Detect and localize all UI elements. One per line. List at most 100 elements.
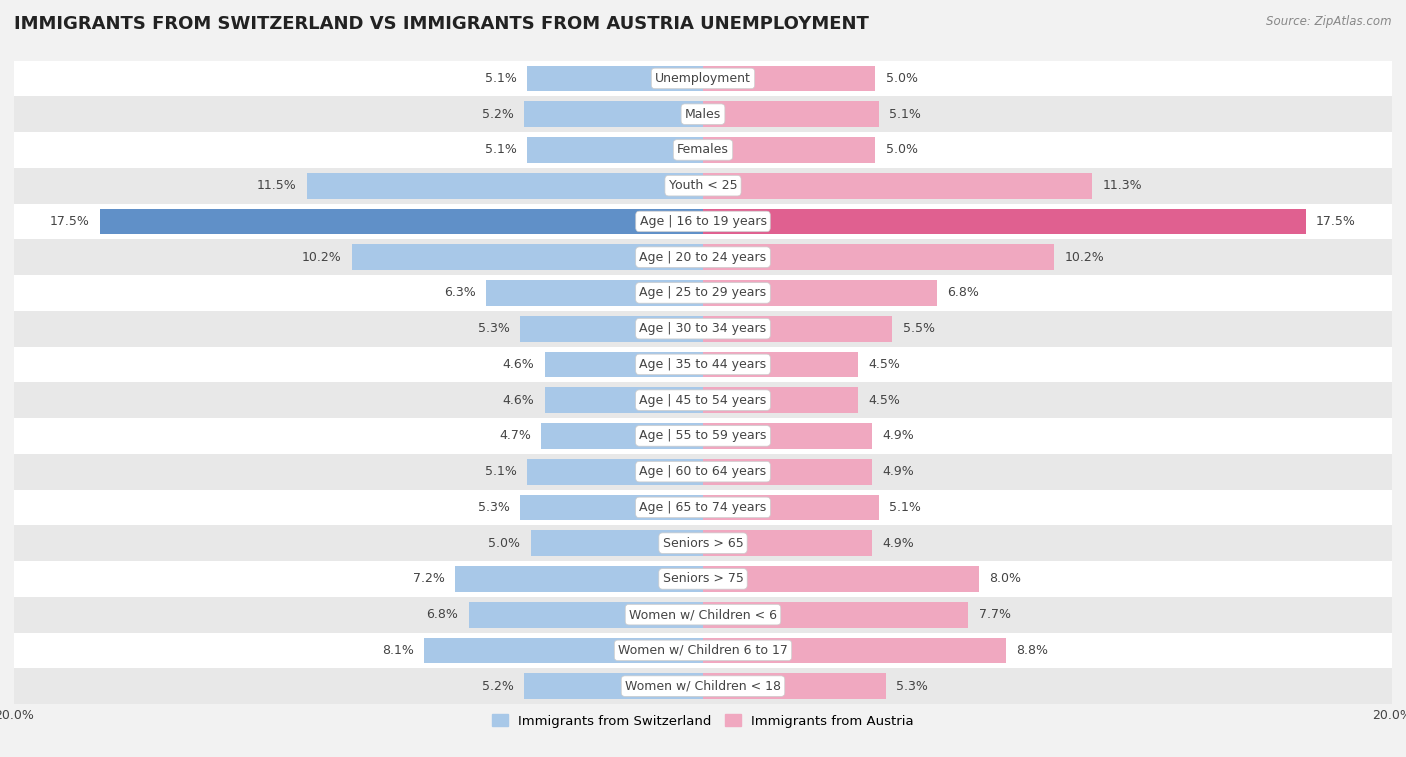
- Text: 8.8%: 8.8%: [1017, 644, 1049, 657]
- Bar: [703, 566, 979, 592]
- Text: Age | 25 to 29 years: Age | 25 to 29 years: [640, 286, 766, 300]
- Text: 8.1%: 8.1%: [382, 644, 413, 657]
- Text: Women w/ Children 6 to 17: Women w/ Children 6 to 17: [619, 644, 787, 657]
- Text: Males: Males: [685, 107, 721, 120]
- Text: 11.5%: 11.5%: [257, 179, 297, 192]
- Text: 17.5%: 17.5%: [51, 215, 90, 228]
- Bar: [14, 61, 1392, 96]
- Bar: [14, 382, 1392, 418]
- Bar: [14, 525, 1392, 561]
- Bar: [352, 245, 703, 270]
- Bar: [703, 351, 858, 377]
- Text: 4.9%: 4.9%: [882, 429, 914, 442]
- Text: Age | 30 to 34 years: Age | 30 to 34 years: [640, 322, 766, 335]
- Bar: [14, 668, 1392, 704]
- Text: 4.6%: 4.6%: [502, 394, 534, 407]
- Text: 5.3%: 5.3%: [896, 680, 928, 693]
- Bar: [703, 66, 875, 92]
- Bar: [456, 566, 703, 592]
- Bar: [14, 418, 1392, 453]
- Bar: [527, 459, 703, 484]
- Bar: [703, 388, 858, 413]
- Text: 5.0%: 5.0%: [886, 143, 918, 157]
- Text: 17.5%: 17.5%: [1316, 215, 1355, 228]
- Text: 5.1%: 5.1%: [889, 501, 921, 514]
- Bar: [14, 597, 1392, 633]
- Text: 5.0%: 5.0%: [488, 537, 520, 550]
- Bar: [544, 351, 703, 377]
- Bar: [544, 388, 703, 413]
- Bar: [14, 347, 1392, 382]
- Bar: [14, 453, 1392, 490]
- Bar: [703, 673, 886, 699]
- Bar: [524, 101, 703, 127]
- Bar: [703, 173, 1092, 198]
- Text: 5.2%: 5.2%: [482, 107, 513, 120]
- Text: 5.3%: 5.3%: [478, 501, 510, 514]
- Text: 11.3%: 11.3%: [1102, 179, 1142, 192]
- Text: Age | 16 to 19 years: Age | 16 to 19 years: [640, 215, 766, 228]
- Bar: [520, 494, 703, 520]
- Text: 4.5%: 4.5%: [869, 358, 900, 371]
- Text: 4.7%: 4.7%: [499, 429, 531, 442]
- Text: 7.7%: 7.7%: [979, 608, 1011, 621]
- Bar: [14, 204, 1392, 239]
- Text: 6.8%: 6.8%: [426, 608, 458, 621]
- Bar: [703, 316, 893, 341]
- Bar: [703, 280, 938, 306]
- Text: 5.5%: 5.5%: [903, 322, 935, 335]
- Text: Source: ZipAtlas.com: Source: ZipAtlas.com: [1267, 15, 1392, 28]
- Bar: [703, 531, 872, 556]
- Bar: [703, 245, 1054, 270]
- Bar: [541, 423, 703, 449]
- Text: Age | 20 to 24 years: Age | 20 to 24 years: [640, 251, 766, 263]
- Text: 5.1%: 5.1%: [485, 143, 517, 157]
- Bar: [703, 208, 1306, 235]
- Text: Age | 60 to 64 years: Age | 60 to 64 years: [640, 465, 766, 478]
- Text: Age | 55 to 59 years: Age | 55 to 59 years: [640, 429, 766, 442]
- Text: 10.2%: 10.2%: [301, 251, 342, 263]
- Text: 4.5%: 4.5%: [869, 394, 900, 407]
- Text: 5.1%: 5.1%: [485, 72, 517, 85]
- Bar: [703, 101, 879, 127]
- Bar: [468, 602, 703, 628]
- Bar: [703, 137, 875, 163]
- Text: 5.0%: 5.0%: [886, 72, 918, 85]
- Bar: [14, 490, 1392, 525]
- Bar: [531, 531, 703, 556]
- Text: 6.8%: 6.8%: [948, 286, 980, 300]
- Bar: [703, 459, 872, 484]
- Bar: [703, 602, 969, 628]
- Text: IMMIGRANTS FROM SWITZERLAND VS IMMIGRANTS FROM AUSTRIA UNEMPLOYMENT: IMMIGRANTS FROM SWITZERLAND VS IMMIGRANT…: [14, 15, 869, 33]
- Bar: [14, 311, 1392, 347]
- Bar: [703, 637, 1007, 663]
- Text: 7.2%: 7.2%: [413, 572, 444, 585]
- Bar: [100, 208, 703, 235]
- Text: Age | 45 to 54 years: Age | 45 to 54 years: [640, 394, 766, 407]
- Text: Youth < 25: Youth < 25: [669, 179, 737, 192]
- Bar: [14, 168, 1392, 204]
- Bar: [14, 239, 1392, 275]
- Text: 5.2%: 5.2%: [482, 680, 513, 693]
- Text: Age | 35 to 44 years: Age | 35 to 44 years: [640, 358, 766, 371]
- Bar: [486, 280, 703, 306]
- Legend: Immigrants from Switzerland, Immigrants from Austria: Immigrants from Switzerland, Immigrants …: [486, 709, 920, 733]
- Bar: [14, 132, 1392, 168]
- Text: Seniors > 65: Seniors > 65: [662, 537, 744, 550]
- Bar: [14, 633, 1392, 668]
- Text: Age | 65 to 74 years: Age | 65 to 74 years: [640, 501, 766, 514]
- Bar: [14, 275, 1392, 311]
- Bar: [703, 423, 872, 449]
- Bar: [425, 637, 703, 663]
- Bar: [527, 137, 703, 163]
- Text: 5.1%: 5.1%: [485, 465, 517, 478]
- Text: Women w/ Children < 18: Women w/ Children < 18: [626, 680, 780, 693]
- Text: 10.2%: 10.2%: [1064, 251, 1105, 263]
- Bar: [307, 173, 703, 198]
- Text: 4.9%: 4.9%: [882, 537, 914, 550]
- Text: Unemployment: Unemployment: [655, 72, 751, 85]
- Text: 5.1%: 5.1%: [889, 107, 921, 120]
- Text: 4.9%: 4.9%: [882, 465, 914, 478]
- Text: 4.6%: 4.6%: [502, 358, 534, 371]
- Bar: [14, 96, 1392, 132]
